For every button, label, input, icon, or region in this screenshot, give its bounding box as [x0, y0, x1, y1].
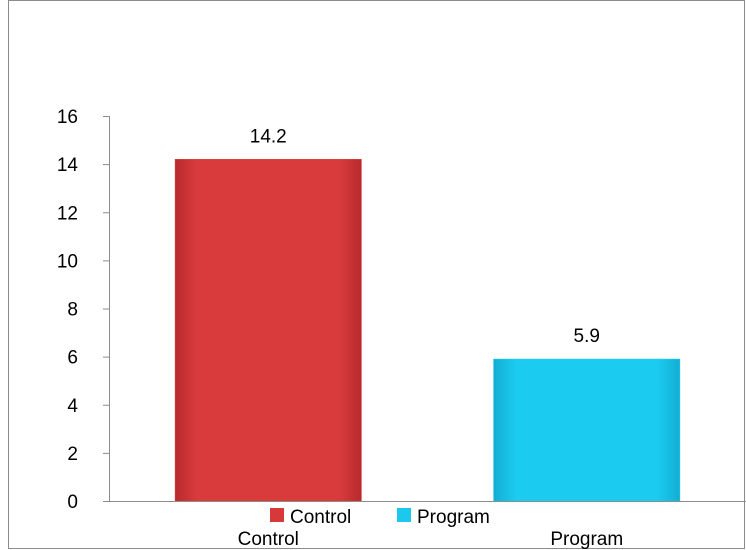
- bars: 14.2 5.9: [174, 126, 681, 502]
- y-tick-label: 12: [57, 203, 78, 224]
- data-label: 5.9: [574, 326, 600, 347]
- legend-swatch-control: [270, 508, 284, 522]
- y-tick-label: 14: [57, 155, 79, 176]
- data-label: 14.2: [250, 126, 287, 147]
- x-tick-label: Control: [238, 529, 299, 550]
- y-tick-label: 6: [67, 348, 78, 369]
- x-tick-label: Program: [550, 529, 623, 550]
- legend: Control Program: [270, 507, 490, 528]
- y-axis: 0 2 4 6 8 10 12 14 16: [57, 107, 110, 513]
- y-tick-label: 0: [67, 492, 78, 513]
- bar-program: [493, 358, 681, 502]
- y-tick-label: 8: [67, 300, 78, 321]
- legend-label: Control: [290, 507, 351, 528]
- x-axis: Control Program: [109, 501, 746, 550]
- bar-control: [174, 159, 362, 502]
- legend-swatch-program: [397, 508, 411, 522]
- y-tick-label: 4: [67, 396, 78, 417]
- legend-label: Program: [417, 507, 490, 528]
- y-tick-label: 10: [57, 251, 78, 272]
- y-tick-label: 16: [57, 107, 78, 128]
- y-tick-label: 2: [67, 444, 78, 465]
